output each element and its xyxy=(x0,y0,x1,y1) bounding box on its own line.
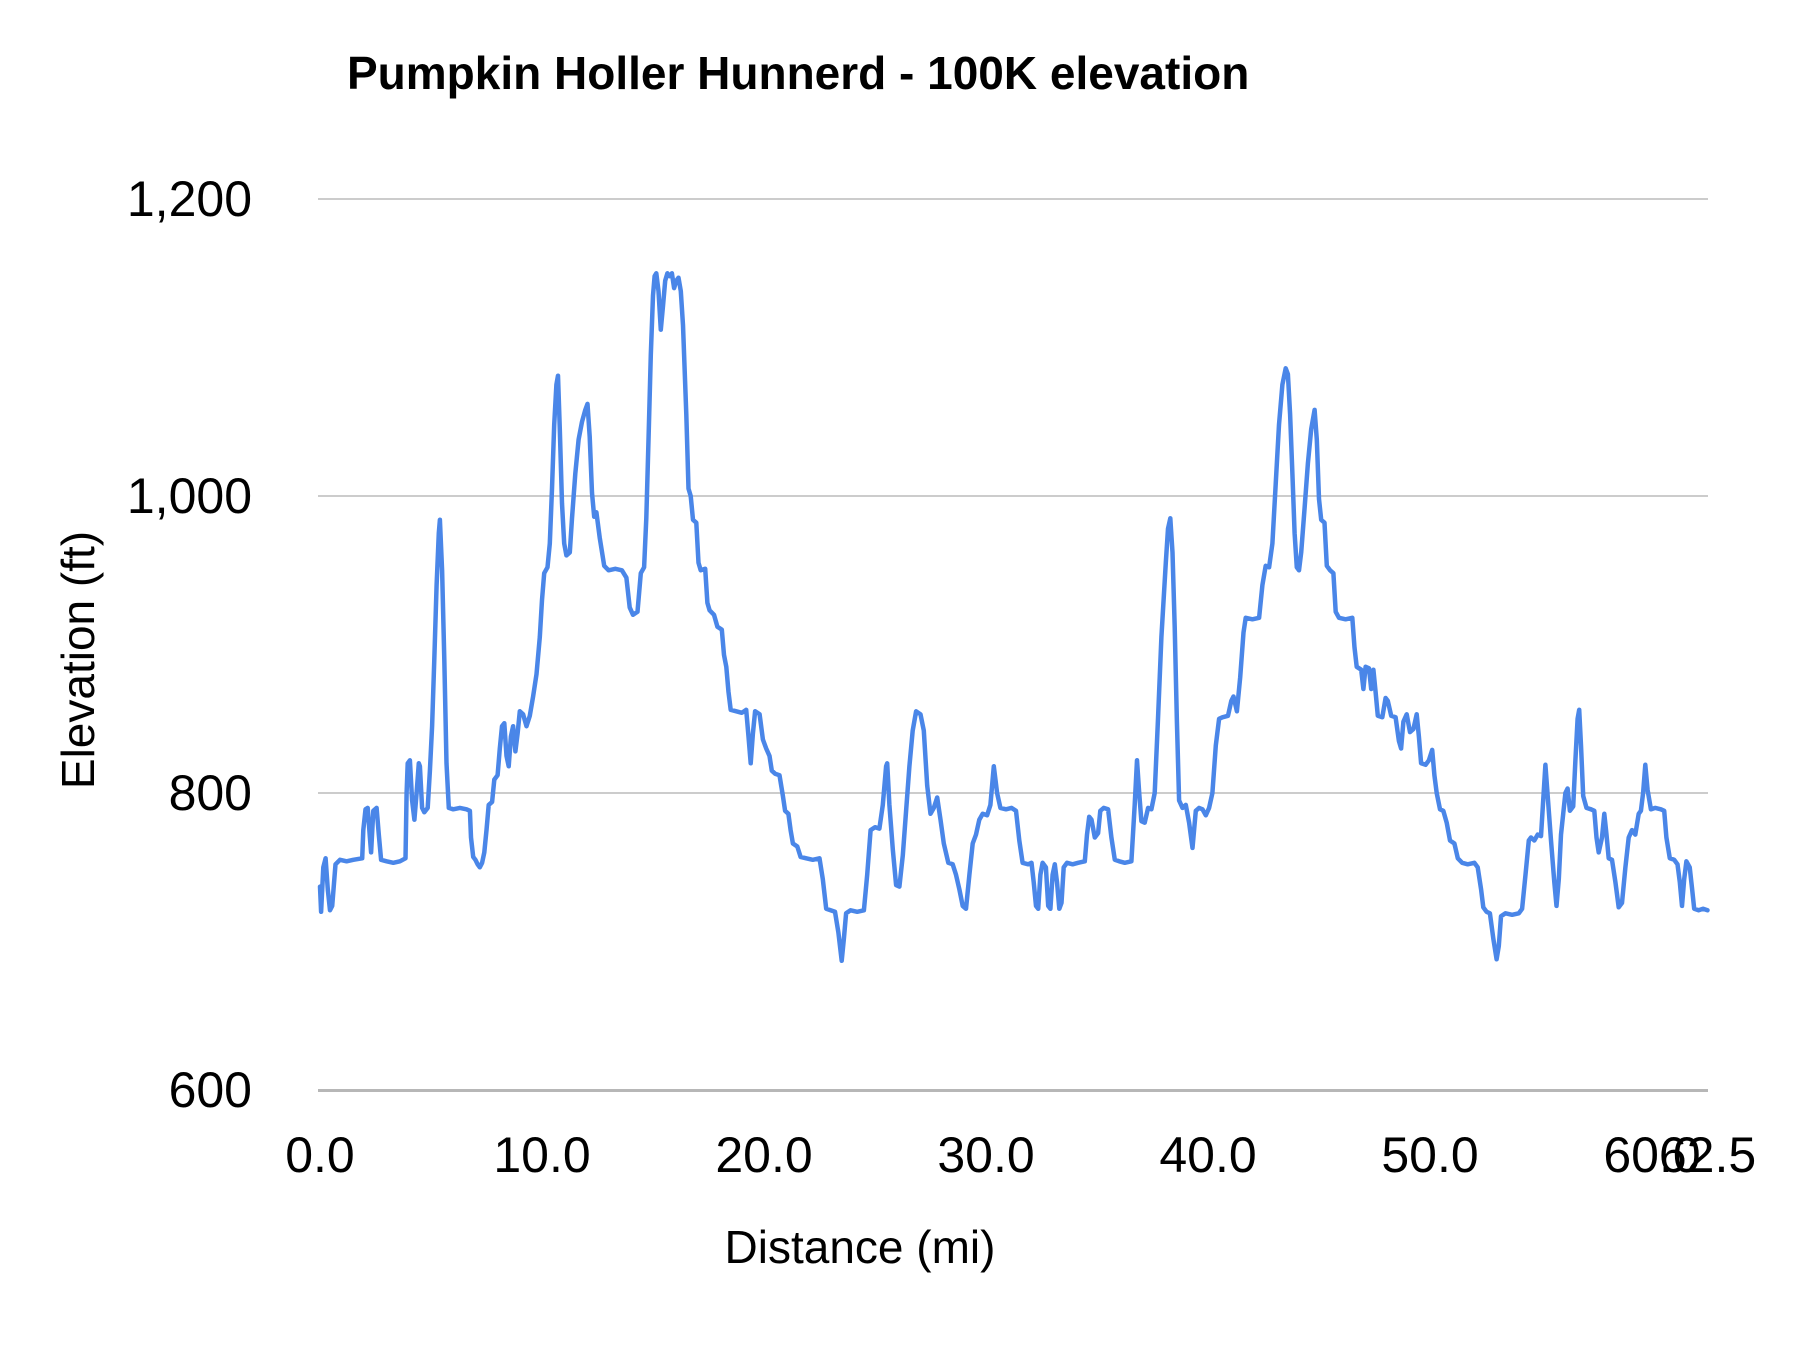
x-tick-label-60: 60.0 xyxy=(1603,1127,1701,1183)
gridline-y-600 xyxy=(318,1089,1708,1092)
x-tick-label-30: 30.0 xyxy=(937,1127,1035,1183)
gridline-y-800 xyxy=(318,792,1708,794)
series-line-0 xyxy=(317,271,1710,964)
gridline-y-1000 xyxy=(318,495,1708,497)
x-axis-title: Distance (mi) xyxy=(724,1221,996,1273)
y-tick-label-1200: 1,200 xyxy=(126,171,252,227)
x-tick-label-40: 40.0 xyxy=(1159,1127,1257,1183)
x-tick-label-20: 20.0 xyxy=(715,1127,813,1183)
x-tick-label-0: 0.0 xyxy=(285,1127,355,1183)
chart-title: Pumpkin Holler Hunnerd - 100K elevation xyxy=(347,47,1250,99)
y-tick-label-600: 600 xyxy=(168,1062,252,1118)
x-tick-label-62.5: 62.5 xyxy=(1658,1127,1757,1183)
x-tick-label-50: 50.0 xyxy=(1381,1127,1479,1183)
x-tick-label-10: 10.0 xyxy=(493,1127,591,1183)
gridline-y-1200 xyxy=(318,198,1708,200)
y-tick-label-800: 800 xyxy=(168,765,252,821)
y-tick-label-1000: 1,000 xyxy=(126,468,252,524)
